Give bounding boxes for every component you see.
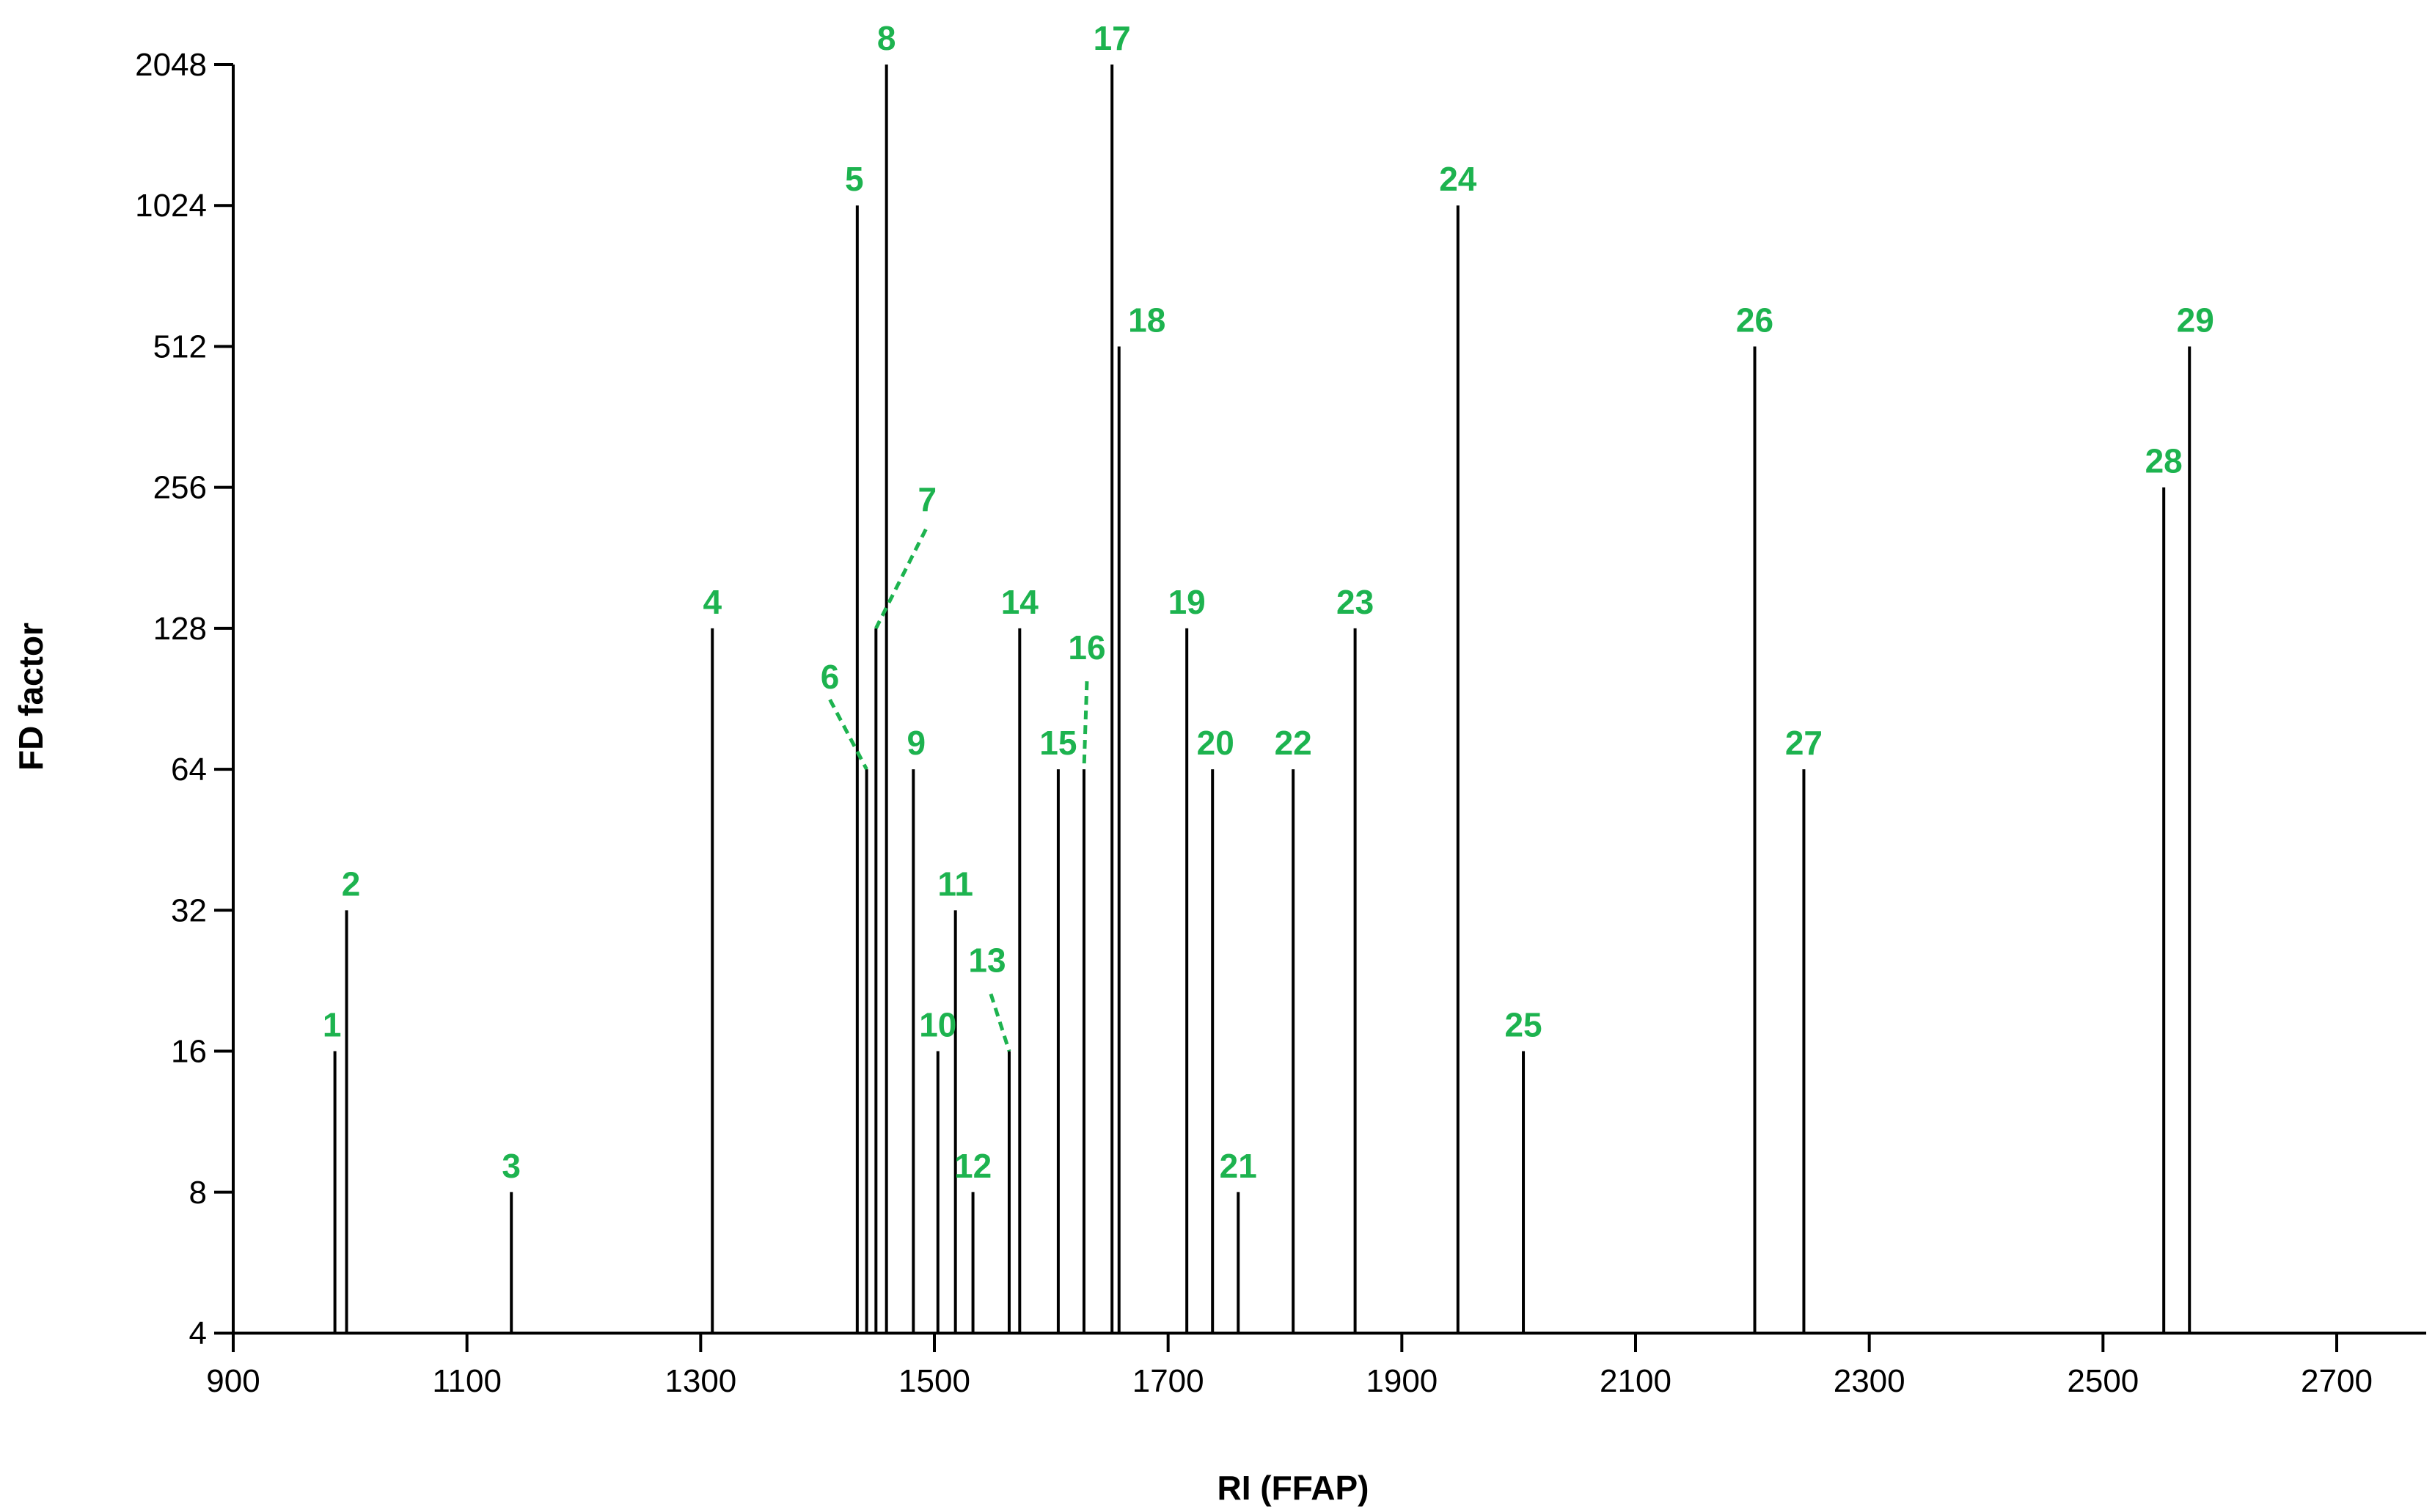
peak-label-24: 24 (1439, 160, 1477, 198)
peak-label-16: 16 (1068, 628, 1105, 667)
peak-label-22: 22 (1275, 724, 1312, 762)
y-tick-label: 8 (189, 1175, 207, 1211)
leader-line-13 (989, 993, 1011, 1052)
peak-label-7: 7 (918, 480, 937, 518)
peak-label-17: 17 (1094, 19, 1131, 57)
peak-label-21: 21 (1220, 1147, 1257, 1185)
peak-bars (333, 65, 2192, 1333)
peak-label-10: 10 (919, 1006, 956, 1044)
x-tick-label: 1700 (1132, 1363, 1204, 1399)
peak-label-9: 9 (907, 724, 926, 762)
x-tick-label: 1300 (664, 1363, 736, 1399)
peak-label-29: 29 (2177, 301, 2214, 339)
x-axis-title: RI (FFAP) (1218, 1469, 1369, 1507)
y-tick-label: 2048 (135, 47, 207, 83)
y-axis-title: FD factor (12, 623, 50, 771)
label-leader-lines (828, 528, 1089, 1052)
peak-label-1: 1 (323, 1006, 342, 1044)
x-tick-label: 2100 (1600, 1363, 1671, 1399)
y-tick-label: 4 (189, 1315, 207, 1351)
peak-label-27: 27 (1785, 724, 1823, 762)
x-tick-label: 2700 (2301, 1363, 2373, 1399)
peak-label-12: 12 (954, 1147, 992, 1185)
x-tick-label: 1500 (898, 1363, 970, 1399)
peak-label-23: 23 (1336, 583, 1374, 621)
peak-label-2: 2 (342, 865, 361, 903)
y-tick-label: 128 (153, 611, 207, 647)
peak-label-14: 14 (1001, 583, 1039, 621)
peak-label-8: 8 (877, 19, 896, 57)
peak-label-15: 15 (1039, 724, 1077, 762)
peak-label-3: 3 (502, 1147, 521, 1185)
x-tick-label: 1100 (432, 1363, 502, 1399)
peak-label-18: 18 (1128, 301, 1165, 339)
leader-line-7 (874, 528, 928, 630)
x-tick-label: 1900 (1366, 1363, 1438, 1399)
peak-label-5: 5 (845, 160, 864, 198)
peak-label-28: 28 (2145, 442, 2183, 480)
x-tick-label: 900 (206, 1363, 260, 1399)
y-tick-label: 32 (171, 892, 207, 928)
x-tick-label: 2300 (1834, 1363, 1905, 1399)
peak-label-4: 4 (703, 583, 722, 621)
y-tick-label: 1024 (135, 188, 207, 224)
peak-label-6: 6 (821, 658, 840, 696)
y-tick-label: 64 (171, 752, 207, 788)
peak-label-20: 20 (1197, 724, 1234, 762)
peak-label-26: 26 (1736, 301, 1773, 339)
peak-label-19: 19 (1168, 583, 1206, 621)
y-tick-label: 16 (171, 1034, 207, 1070)
y-tick-label: 256 (153, 470, 207, 506)
peak-label-11: 11 (937, 865, 973, 903)
peak-label-25: 25 (1504, 1006, 1542, 1044)
y-tick-label: 512 (153, 329, 207, 364)
leader-line-6 (828, 698, 868, 771)
x-tick-label: 2500 (2067, 1363, 2139, 1399)
peak-labels: 1234567891011121314151617181920212223242… (323, 19, 2214, 1185)
peak-label-13: 13 (968, 942, 1006, 980)
axes: 900 1100 1300 1500 1700 1900 2100 2300 2500 2700 4… (135, 47, 2426, 1399)
leader-line-16 (1082, 681, 1089, 770)
